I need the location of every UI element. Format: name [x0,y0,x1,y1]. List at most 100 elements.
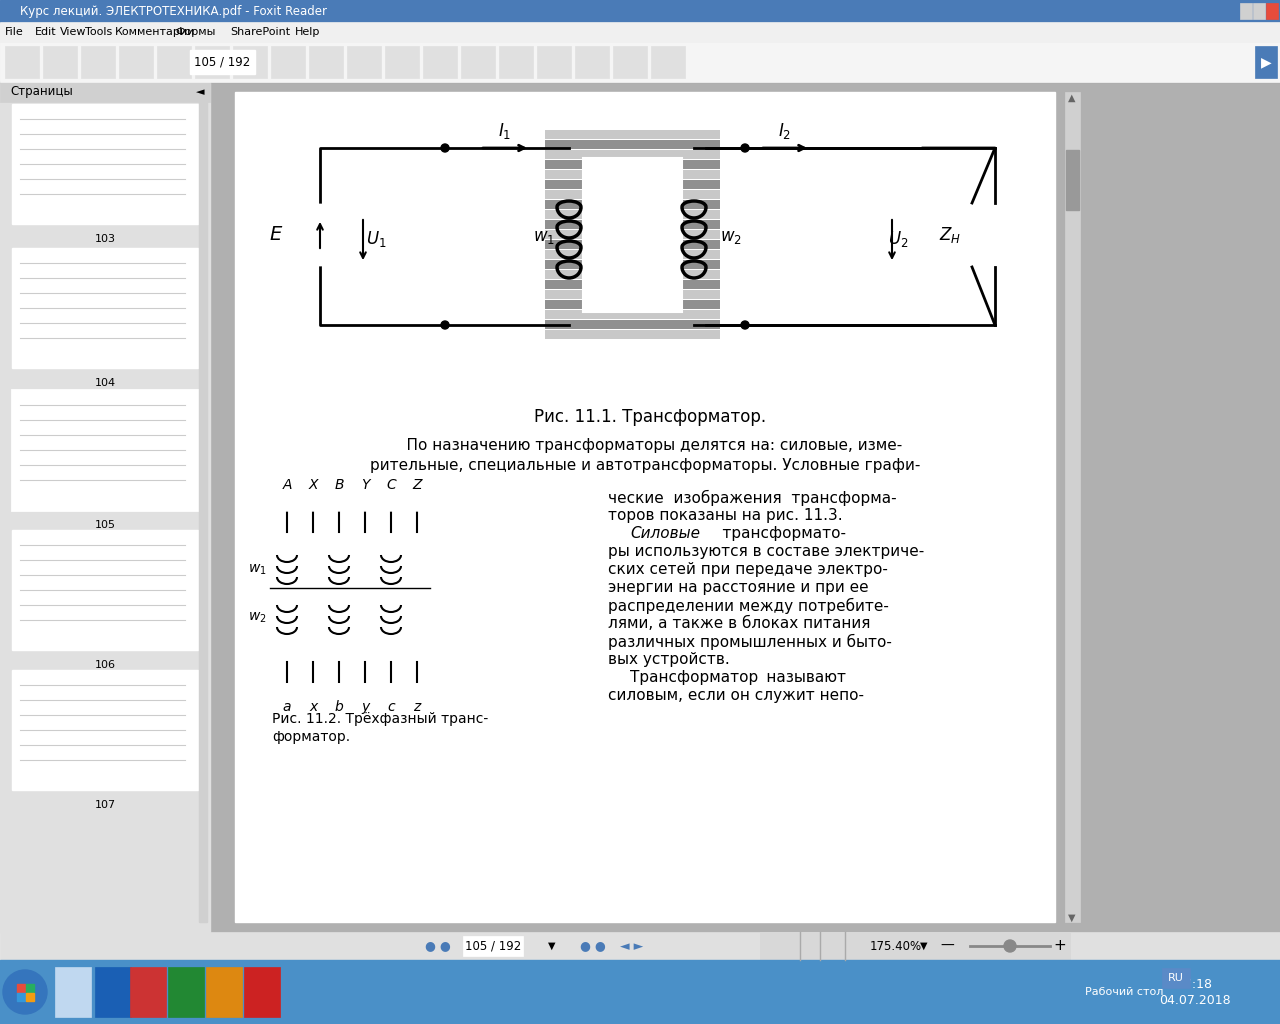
Bar [461,46,495,78]
Circle shape [387,684,396,694]
Text: различных промышленных и быто-: различных промышленных и быто- [608,634,892,650]
Text: трансформато-: трансформато- [698,526,846,541]
Text: Edit: Edit [35,27,56,37]
Bar [12,390,198,510]
Circle shape [412,684,422,694]
Text: $I_1$: $I_1$ [498,121,511,141]
Bar [168,967,204,1017]
Text: ческие  изображения  трансформа-: ческие изображения трансформа- [608,490,896,506]
Text: 04.07.2018: 04.07.2018 [1160,993,1231,1007]
Bar [12,104,198,224]
Bar [0,22,1280,42]
Text: торов показаны на рис. 11.3.: торов показаны на рис. 11.3. [608,508,842,523]
Text: Y: Y [361,478,369,492]
Text: $w_2$: $w_2$ [719,228,742,246]
Bar [44,46,77,78]
Text: 104: 104 [95,378,115,388]
Bar [545,140,719,150]
Text: Силовые: Силовые [630,526,700,541]
Bar [545,220,719,229]
Text: силовым, если он служит непо-: силовым, если он служит непо- [608,688,864,703]
Text: SharePoint: SharePoint [230,27,291,37]
Bar [206,967,242,1017]
Text: 105: 105 [95,520,115,530]
Text: RU: RU [1169,973,1184,983]
Text: Рабочий стол: Рабочий стол [1085,987,1164,997]
Text: лями, а также в блоках питания: лями, а также в блоках питания [608,616,870,631]
Bar [119,46,154,78]
Bar [271,46,305,78]
Circle shape [334,684,344,694]
Text: View: View [60,27,87,37]
Bar [545,130,719,340]
Bar [1253,3,1265,19]
Bar [545,170,719,179]
Text: форматор.: форматор. [273,730,351,744]
Bar [760,932,1070,961]
Text: Help: Help [294,27,320,37]
Bar [198,102,207,922]
Bar [463,936,524,956]
Circle shape [1004,940,1016,952]
Text: Трансформатор: Трансформатор [630,670,758,685]
Bar [347,46,381,78]
Circle shape [360,501,370,511]
Bar [12,530,198,650]
Text: ▼: ▼ [1069,913,1075,923]
Text: X: X [308,478,317,492]
Text: c: c [387,700,394,714]
Bar [270,532,430,662]
Text: ры используются в составе электриче-: ры используются в составе электриче- [608,544,924,559]
Text: энергии на расстояние и при ее: энергии на расстояние и при ее [608,580,869,595]
Text: 17:18: 17:18 [1178,978,1213,990]
Bar [545,280,719,289]
Text: A: A [283,478,292,492]
Text: B: B [334,478,344,492]
Bar [131,967,166,1017]
Bar [189,50,255,74]
Bar [545,290,719,299]
Bar [1254,46,1277,78]
Bar [582,158,682,312]
Bar [545,190,719,199]
Circle shape [442,144,449,152]
Bar [17,984,26,992]
Bar [12,670,198,790]
Text: ▼: ▼ [920,941,928,951]
Text: распределении между потребите-: распределении между потребите- [608,598,888,614]
Bar [195,46,229,78]
Bar [545,330,719,339]
Text: +: + [1053,939,1066,953]
Bar [545,230,719,239]
Circle shape [282,684,292,694]
Circle shape [308,684,317,694]
Circle shape [360,684,370,694]
Bar [652,46,685,78]
Text: вых устройств.: вых устройств. [608,652,730,667]
Circle shape [741,144,749,152]
Bar [545,160,719,169]
Bar [1162,968,1190,988]
Text: C: C [387,478,396,492]
Bar [575,46,609,78]
Bar [244,967,280,1017]
Circle shape [334,501,344,511]
Text: ских сетей при передаче электро-: ских сетей при передаче электро- [608,562,888,577]
Bar [545,130,719,139]
Bar [0,961,1280,1024]
Text: $w_1$: $w_1$ [248,563,268,578]
Text: ▲: ▲ [1069,93,1075,103]
Bar [1266,3,1277,19]
Bar [545,210,719,219]
Text: ◄ ►: ◄ ► [620,939,644,952]
Bar [26,993,35,1001]
Text: Рис. 11.1. Трансформатор.: Рис. 11.1. Трансформатор. [534,408,765,426]
Bar [233,46,268,78]
Text: Курс лекций. ЭЛЕКТРОТЕХНИКА.pdf - Foxit Reader: Курс лекций. ЭЛЕКТРОТЕХНИКА.pdf - Foxit … [20,4,326,17]
Bar [538,46,571,78]
Text: $I_2$: $I_2$ [778,121,791,141]
Text: 103: 103 [95,234,115,244]
Circle shape [387,501,396,511]
Bar [0,82,210,102]
Text: ▶: ▶ [1261,55,1271,69]
